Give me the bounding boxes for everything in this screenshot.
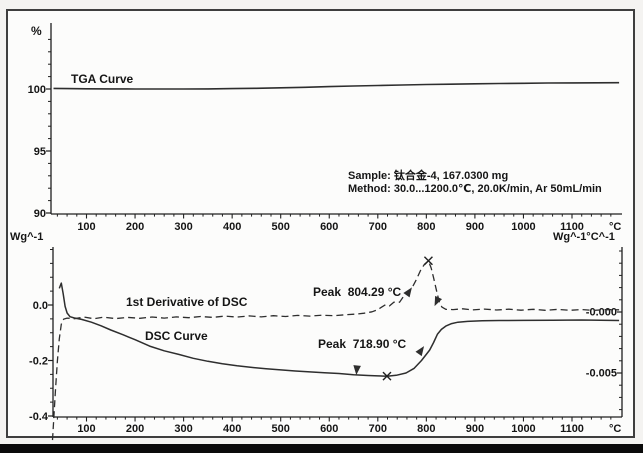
svg-text:300: 300: [174, 221, 192, 233]
svg-text:300: 300: [174, 423, 192, 435]
svg-text:200: 200: [126, 423, 144, 435]
svg-text:95: 95: [34, 146, 46, 158]
peak-derivative-label: Peak 804.29 °C: [313, 285, 402, 299]
sample-info: Sample: 钛合金-4, 167.0300 mg: [348, 170, 509, 182]
svg-text:0.0: 0.0: [33, 300, 48, 312]
peak-dsc-label: Peak 718.90 °C: [318, 337, 407, 351]
svg-text:400: 400: [223, 221, 241, 233]
bottom-right-y-axis-unit-label: Wg^-1°C^-1: [553, 231, 615, 243]
svg-text:900: 900: [466, 423, 484, 435]
svg-text:200: 200: [126, 221, 144, 233]
svg-text:1100: 1100: [560, 221, 584, 233]
svg-text:-0.4: -0.4: [29, 411, 49, 423]
svg-text:500: 500: [272, 423, 290, 435]
tga-curve-label: TGA Curve: [71, 72, 134, 86]
svg-text:400: 400: [223, 423, 241, 435]
svg-text:800: 800: [417, 221, 435, 233]
chart-frame: [6, 9, 635, 438]
svg-text:900: 900: [466, 221, 484, 233]
method-info: Method: 30.0...1200.0℃, 20.0K/min, Ar 50…: [348, 183, 602, 195]
svg-text:500: 500: [272, 221, 290, 233]
bottom-left-y-axis-unit-label: Wg^-1: [10, 231, 44, 243]
svg-text:-0.2: -0.2: [29, 356, 48, 368]
svg-text:100: 100: [28, 84, 46, 96]
bottom-black-bar: [0, 444, 643, 453]
svg-text:°C: °C: [609, 221, 621, 233]
dsc-curve-label: DSC Curve: [145, 329, 208, 343]
svg-text:600: 600: [320, 423, 338, 435]
svg-text:700: 700: [369, 221, 387, 233]
derivative-curve-label: 1st Derivative of DSC: [126, 295, 248, 309]
svg-text:1000: 1000: [511, 221, 535, 233]
svg-text:100: 100: [77, 221, 95, 233]
svg-text:90: 90: [34, 208, 46, 220]
svg-text:1000: 1000: [511, 423, 535, 435]
svg-text:600: 600: [320, 221, 338, 233]
svg-text:-0.005: -0.005: [586, 368, 617, 380]
svg-text:800: 800: [417, 423, 435, 435]
svg-text:700: 700: [369, 423, 387, 435]
svg-text:-0.000: -0.000: [586, 307, 617, 319]
top-y-axis-unit-label: %: [31, 24, 42, 38]
svg-text:100: 100: [77, 423, 95, 435]
svg-text:1100: 1100: [560, 423, 584, 435]
svg-text:°C: °C: [609, 423, 621, 435]
